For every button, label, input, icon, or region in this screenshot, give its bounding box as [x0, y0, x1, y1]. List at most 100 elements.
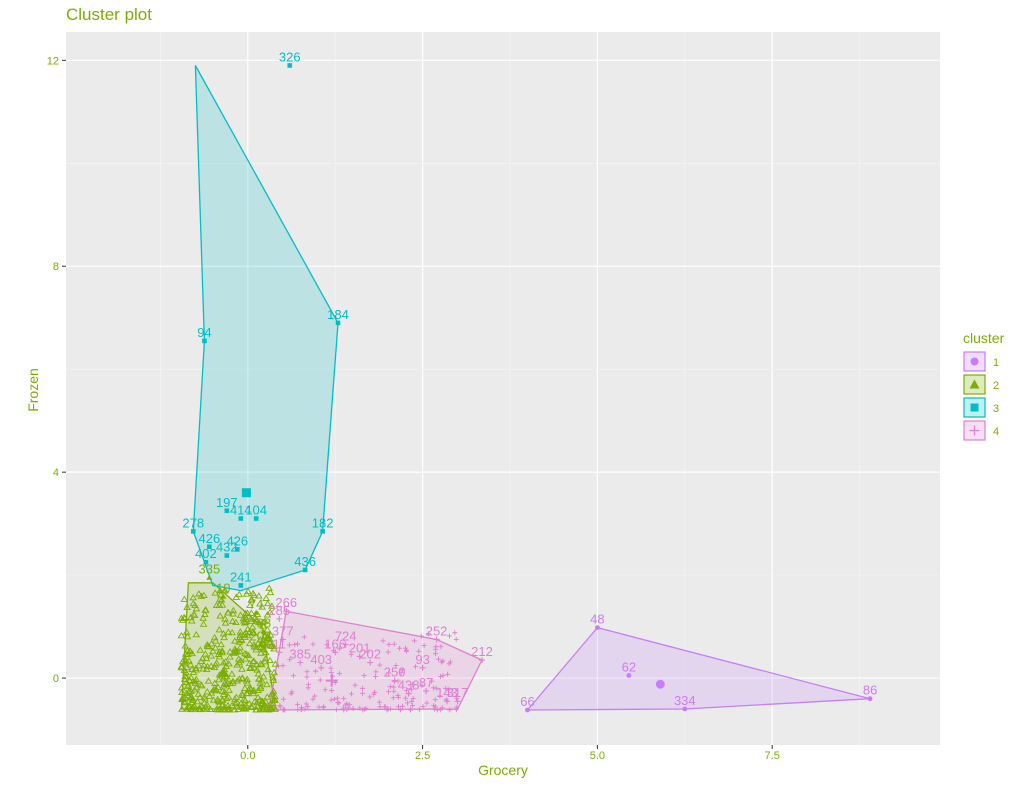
cluster-2-point	[261, 632, 270, 639]
cluster-4-point	[386, 670, 392, 676]
cluster-4-point	[419, 664, 426, 671]
cluster-4-point	[333, 707, 339, 713]
cluster-4-point	[382, 704, 388, 710]
cluster-3-point	[203, 559, 209, 565]
cluster-4-point	[438, 673, 444, 679]
cluster-2-point	[207, 639, 216, 647]
cluster-4-point	[445, 671, 451, 677]
cluster-2-point	[270, 668, 278, 676]
cluster-4-point	[446, 633, 452, 639]
cluster-4-point	[335, 700, 341, 706]
y-tick-label: 12	[47, 55, 59, 67]
cluster-1-centroid	[655, 679, 665, 689]
legend-label: 3	[993, 403, 999, 415]
cluster-2-point	[253, 609, 260, 615]
legend-marker-square	[970, 403, 979, 412]
cluster-3-point	[238, 583, 244, 588]
point-label: 184	[327, 307, 349, 322]
cluster-4-point	[303, 701, 309, 707]
cluster-2-point	[257, 641, 264, 647]
legend-marker-circle	[970, 357, 979, 366]
cluster-2-point	[211, 679, 219, 686]
cluster-2-point	[211, 644, 220, 651]
cluster-2-point	[236, 628, 245, 635]
point-label: 197	[216, 495, 238, 510]
cluster-4-point	[416, 648, 422, 654]
cluster-2-point	[250, 643, 259, 650]
cluster-4-point	[421, 643, 427, 649]
cluster-4-point	[405, 690, 412, 697]
point-label: 414	[230, 502, 252, 517]
cluster-2-point	[256, 684, 265, 692]
cluster-4-point	[335, 695, 341, 701]
cluster-2-point	[180, 666, 189, 673]
cluster-2-point	[198, 682, 206, 689]
cluster-2-point	[221, 619, 230, 626]
point-label: 724	[335, 629, 357, 644]
grid-lines	[66, 32, 940, 745]
cluster-2-point	[188, 698, 196, 706]
cluster-2-point	[245, 699, 254, 707]
cluster-1-point	[867, 696, 873, 702]
cluster-2-point	[231, 699, 240, 706]
point-label: 74	[249, 597, 263, 612]
cluster-2-point	[210, 663, 219, 670]
cluster-4-point	[344, 701, 350, 707]
cluster-4-point	[431, 706, 437, 712]
cluster-2-point	[267, 705, 275, 712]
cluster-2-point	[185, 703, 194, 710]
cluster-4-point	[384, 707, 390, 713]
cluster-4-hull	[268, 610, 483, 711]
point-label: 10	[216, 581, 230, 596]
cluster-2-point	[258, 603, 266, 610]
cluster-4-point	[408, 706, 414, 712]
cluster-2-point	[268, 602, 276, 609]
cluster-2-point	[236, 644, 244, 651]
point-label: 285	[268, 603, 290, 618]
cluster-2-point	[177, 663, 186, 670]
legend-label: 2	[993, 380, 999, 392]
cluster-2-point	[258, 700, 266, 707]
cluster-2-point	[192, 630, 201, 638]
cluster-2-point	[258, 697, 266, 704]
cluster-2-point	[196, 693, 204, 700]
point-label: 385	[289, 647, 311, 662]
cluster-4-point	[453, 695, 459, 701]
cluster-4-point	[393, 662, 399, 668]
cluster-3-point	[202, 338, 207, 344]
cluster-4-point	[413, 664, 419, 670]
cluster-2-point	[187, 617, 196, 624]
cluster-2-point	[230, 706, 239, 713]
cluster-2-point	[217, 596, 226, 603]
point-label: 94	[197, 325, 211, 340]
cluster-2-point	[192, 666, 200, 673]
cluster-2-point	[263, 611, 272, 618]
cluster-2-point	[216, 586, 224, 594]
cluster-4-point	[313, 668, 319, 674]
cluster-4-point	[424, 700, 430, 706]
cluster-2-point	[247, 685, 255, 692]
cluster-2-point	[241, 655, 250, 662]
cluster-2-point	[229, 606, 238, 614]
cluster-2-point	[212, 601, 221, 609]
cluster-2-point	[196, 646, 205, 653]
cluster-2-point	[261, 648, 270, 656]
plot-panel	[66, 32, 940, 745]
cluster-2-point	[181, 698, 190, 705]
y-axis-ticks: 0 4 8 12	[47, 55, 66, 685]
cluster-4-point	[342, 641, 349, 648]
cluster-2-point	[234, 705, 242, 712]
cluster-4-point	[371, 691, 377, 697]
cluster-2-point	[240, 619, 249, 626]
cluster-2-point	[254, 675, 263, 682]
cluster-2-point	[223, 679, 232, 686]
cluster-2-point	[199, 665, 208, 672]
cluster-4-point	[425, 631, 431, 637]
cluster-2-point	[183, 632, 192, 640]
cluster-4-point	[321, 704, 327, 710]
cluster-2-point	[211, 637, 220, 644]
cluster-4-point	[356, 653, 363, 660]
cluster-4-point	[332, 649, 339, 656]
cluster-4-point	[454, 698, 461, 705]
legend: cluster 1 2 3 4	[963, 330, 1005, 441]
